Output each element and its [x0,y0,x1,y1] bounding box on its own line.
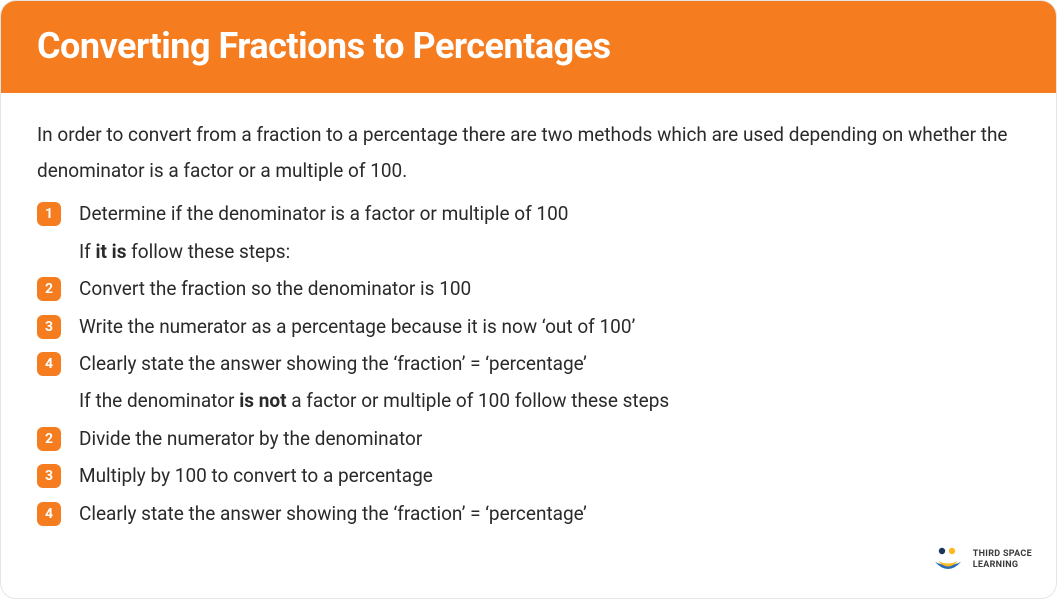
branch-pre: If [79,240,96,263]
logo-text: THIRD SPACE LEARNING [973,549,1032,571]
step-text: Multiply by 100 to convert to a percenta… [79,461,433,490]
step-row: 3 Write the numerator as a percentage be… [37,312,1020,341]
step-text: Clearly state the answer showing the ‘fr… [79,349,587,378]
step-badge: 2 [37,277,61,301]
step-badge: 4 [37,502,61,526]
logo-mark-icon [931,546,965,574]
step-row: 1 Determine if the denominator is a fact… [37,199,1020,228]
step-badge: 3 [37,464,61,488]
steps-list: 1 Determine if the denominator is a fact… [37,199,1020,528]
branch-post: a factor or multiple of 100 follow these… [287,389,670,412]
branch-label: If the denominator is not a factor or mu… [37,386,1020,415]
step-badge: 4 [37,352,61,376]
card-body: In order to convert from a fraction to a… [1,93,1056,556]
intro-text: In order to convert from a fraction to a… [37,117,1020,189]
step-badge: 3 [37,315,61,339]
branch-pre: If the denominator [79,389,239,412]
branch-bold: it is [96,240,127,263]
step-badge: 1 [37,202,61,226]
branch-post: follow these steps: [126,240,290,263]
step-badge: 2 [37,427,61,451]
info-card: Converting Fractions to Percentages In o… [0,0,1057,599]
brand-logo: THIRD SPACE LEARNING [931,546,1032,574]
branch-label: If it is follow these steps: [37,237,1020,266]
step-text: Clearly state the answer showing the ‘fr… [79,499,587,528]
step-text: Divide the numerator by the denominator [79,424,422,453]
card-title: Converting Fractions to Percentages [37,25,1020,67]
branch-label-text: If the denominator is not a factor or mu… [79,389,669,412]
step-row: 2 Convert the fraction so the denominato… [37,274,1020,303]
step-row: 4 Clearly state the answer showing the ‘… [37,499,1020,528]
step-row: 3 Multiply by 100 to convert to a percen… [37,461,1020,490]
card-header: Converting Fractions to Percentages [1,1,1056,93]
step-row: 4 Clearly state the answer showing the ‘… [37,349,1020,378]
logo-line2: LEARNING [973,560,1032,571]
step-text: Convert the fraction so the denominator … [79,274,471,303]
step-text: Write the numerator as a percentage beca… [79,312,635,341]
branch-label-text: If it is follow these steps: [79,240,290,263]
logo-line1: THIRD SPACE [973,549,1032,560]
branch-bold: is not [239,389,286,412]
step-text: Determine if the denominator is a factor… [79,199,568,228]
step-row: 2 Divide the numerator by the denominato… [37,424,1020,453]
